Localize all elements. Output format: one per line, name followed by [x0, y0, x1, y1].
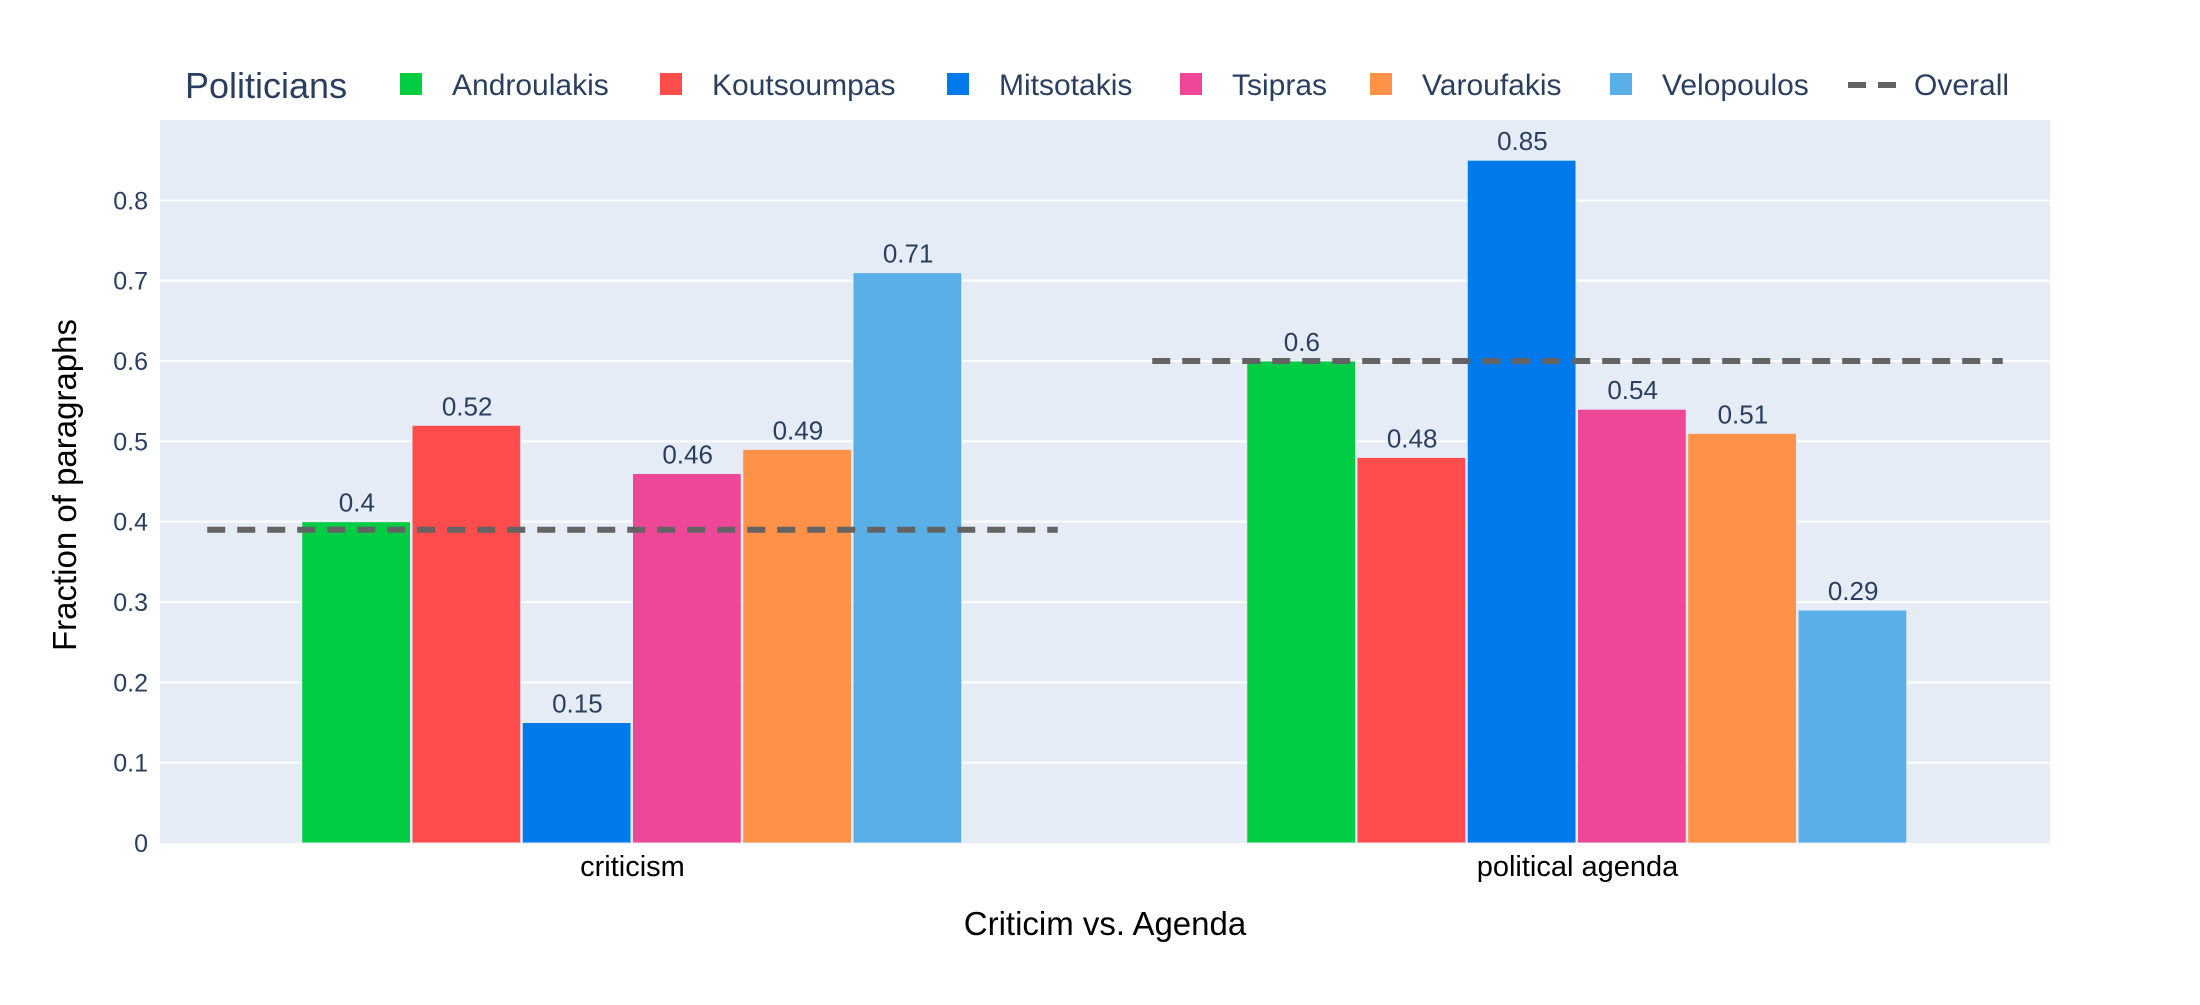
legend-items: Androulakis Koutsoumpas Mitsotakis Tsipras V… — [400, 69, 2009, 102]
bar-velopoulos-1 — [1797, 609, 1908, 844]
bar-value-label: 0.85 — [1497, 126, 1548, 156]
bar-varoufakis-0 — [742, 448, 852, 844]
bar-koutsoumpas-0 — [411, 424, 522, 844]
bar-mitsotakis-1 — [1466, 159, 1577, 844]
axis-layer: 0 0.1 0.2 0.3 0.4 0.5 0.6 0.7 0.8 criticism politi… — [113, 187, 1679, 883]
bar-varoufakis-1 — [1687, 432, 1797, 844]
legend-swatch-velopoulos — [1610, 73, 1632, 95]
legend-title: Politicians — [185, 65, 347, 106]
bar-mitsotakis-0 — [521, 722, 632, 844]
bar-velopoulos-0 — [852, 272, 963, 844]
legend-swatch-koutsoumpas — [660, 73, 682, 95]
legend-swatch-androulakis — [400, 73, 422, 95]
bar-value-label: 0.29 — [1828, 576, 1879, 606]
bar-value-label: 0.46 — [662, 439, 713, 469]
bar-tsipras-0 — [632, 472, 742, 844]
x-tick-label: criticism — [580, 851, 685, 883]
legend-label-androulakis: Androulakis — [452, 69, 609, 102]
bar-value-label: 0.51 — [1718, 399, 1769, 429]
y-tick-label: 0.5 — [113, 428, 148, 456]
bar-layer — [301, 159, 1908, 844]
y-tick-label: 0.1 — [113, 750, 148, 778]
y-tick-label: 0.2 — [113, 669, 148, 697]
bar-value-label: 0.49 — [773, 415, 824, 445]
y-tick-label: 0.4 — [113, 509, 148, 537]
bar-value-label: 0.6 — [1284, 327, 1320, 357]
bar-value-label: 0.15 — [552, 689, 603, 719]
legend-label-tsipras: Tsipras — [1232, 69, 1327, 102]
legend-label-varoufakis: Varoufakis — [1422, 69, 1562, 102]
label-layer: 0.4 0.52 0.15 0.46 0.49 0.71 0.6 0.48 0.85 0.54 0.… — [339, 126, 1879, 718]
legend-label-velopoulos: Velopoulos — [1662, 69, 1809, 102]
legend-swatch-mitsotakis — [947, 73, 969, 95]
bar-value-label: 0.54 — [1607, 375, 1658, 405]
bar-value-label: 0.71 — [883, 239, 934, 269]
x-tick-label: political agenda — [1477, 851, 1679, 883]
legend-swatch-tsipras — [1180, 73, 1202, 95]
bar-value-label: 0.4 — [339, 488, 375, 518]
y-tick-label: 0 — [134, 830, 148, 858]
y-tick-label: 0.7 — [113, 268, 148, 296]
x-axis-title: Criticim vs. Agenda — [964, 905, 1247, 942]
legend: Politicians Androulakis Koutsoumpas Mitsot… — [185, 65, 2009, 106]
legend-label-overall: Overall — [1914, 69, 2009, 102]
y-tick-label: 0.6 — [113, 348, 148, 376]
overall-layer — [207, 358, 2003, 533]
y-tick-label: 0.3 — [113, 589, 148, 617]
legend-swatch-varoufakis — [1370, 73, 1392, 95]
bar-value-label: 0.48 — [1387, 423, 1438, 453]
bar-androulakis-1 — [1246, 360, 1356, 844]
y-tick-label: 0.8 — [113, 187, 148, 215]
bar-value-label: 0.52 — [442, 391, 493, 421]
legend-label-koutsoumpas: Koutsoumpas — [712, 69, 895, 102]
bar-koutsoumpas-1 — [1356, 456, 1467, 844]
y-axis-title: Fraction of paragraphs — [46, 319, 83, 651]
bar-tsipras-1 — [1577, 408, 1687, 844]
bar-androulakis-0 — [301, 521, 411, 844]
legend-label-mitsotakis: Mitsotakis — [999, 69, 1132, 102]
